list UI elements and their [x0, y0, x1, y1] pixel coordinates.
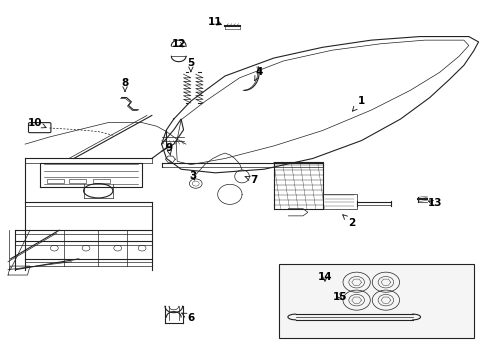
Text: 11: 11	[207, 17, 222, 27]
Text: 12: 12	[171, 39, 185, 49]
Text: 10: 10	[27, 118, 46, 128]
Text: 13: 13	[427, 198, 441, 208]
Text: 5: 5	[187, 58, 194, 72]
Text: 7: 7	[244, 175, 257, 185]
Bar	[93, 179, 110, 183]
Text: 4: 4	[254, 67, 262, 81]
Text: 3: 3	[189, 171, 197, 181]
Text: 15: 15	[332, 292, 346, 302]
Text: 14: 14	[317, 272, 331, 282]
Text: 6: 6	[182, 313, 194, 323]
Bar	[278, 264, 473, 338]
Text: 1: 1	[352, 96, 365, 111]
Text: 2: 2	[342, 215, 355, 228]
Bar	[47, 179, 63, 183]
Text: 8: 8	[121, 78, 128, 91]
Text: 9: 9	[165, 143, 172, 156]
Bar	[69, 179, 85, 183]
